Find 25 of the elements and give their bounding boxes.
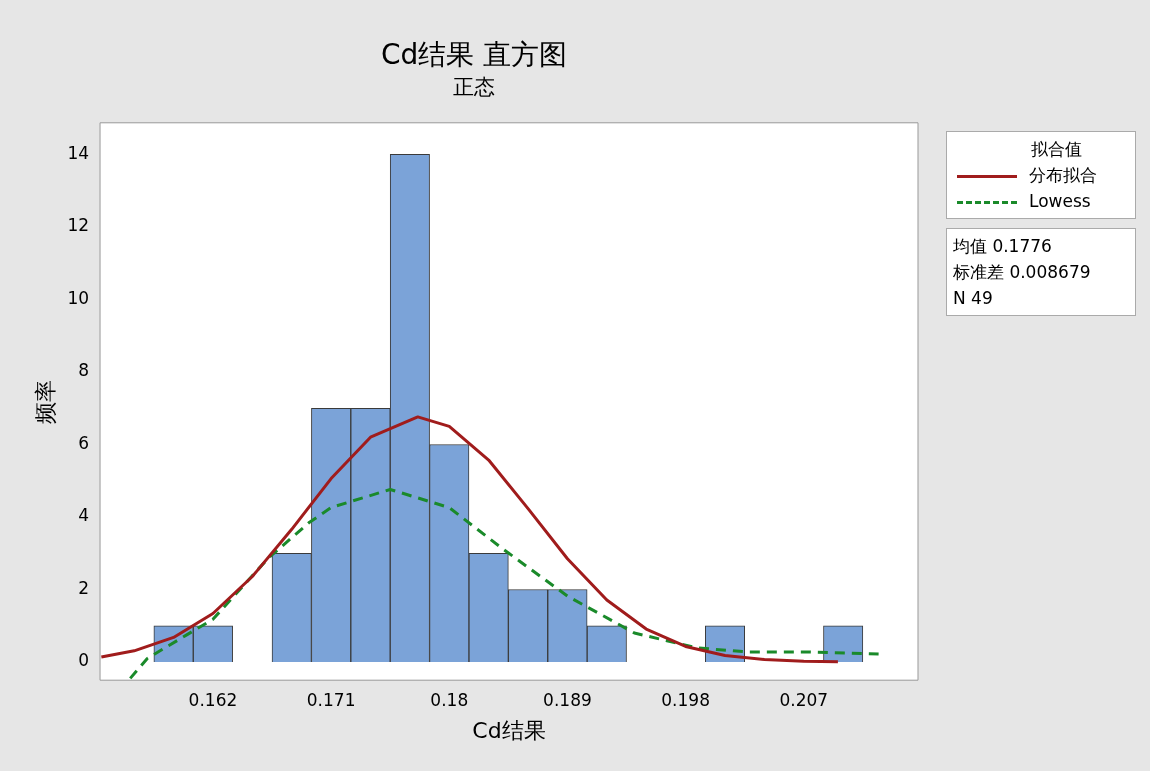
x-tick-label: 0.207 (779, 689, 829, 710)
line-series (128, 487, 881, 680)
text: 均值 0.1776 (953, 235, 1053, 258)
y-tick-label: 12 (67, 215, 90, 236)
text: 标准差 0.008679 (953, 261, 1092, 284)
x-tick-label: 0.171 (306, 689, 356, 710)
y-axis-title: 频率 (32, 379, 58, 424)
legend-label: 分布拟合 (1029, 165, 1097, 185)
y-tick-label: 2 (78, 577, 90, 598)
legend-title: 拟合值 (1030, 138, 1083, 161)
x-axis-title: Cd结果 (472, 717, 546, 743)
y-tick-label: 8 (78, 360, 90, 381)
y-tick-label: 10 (67, 287, 90, 308)
x-tick-label: 0.189 (543, 689, 592, 710)
legend-label: Lowess (1029, 191, 1091, 211)
y-tick-label: 0 (78, 650, 90, 671)
x-tick-label: 0.18 (430, 689, 469, 710)
chart-title: Cd结果 直方图 (380, 38, 568, 72)
y-tick-label: 6 (78, 432, 90, 453)
x-tick-label: 0.162 (188, 689, 238, 710)
x-tick-label: 0.198 (661, 689, 710, 710)
text: N 49 (953, 287, 994, 310)
y-tick-label: 4 (78, 505, 90, 526)
chart-subtitle: 正态 (453, 74, 495, 99)
y-tick-label: 14 (67, 142, 90, 163)
